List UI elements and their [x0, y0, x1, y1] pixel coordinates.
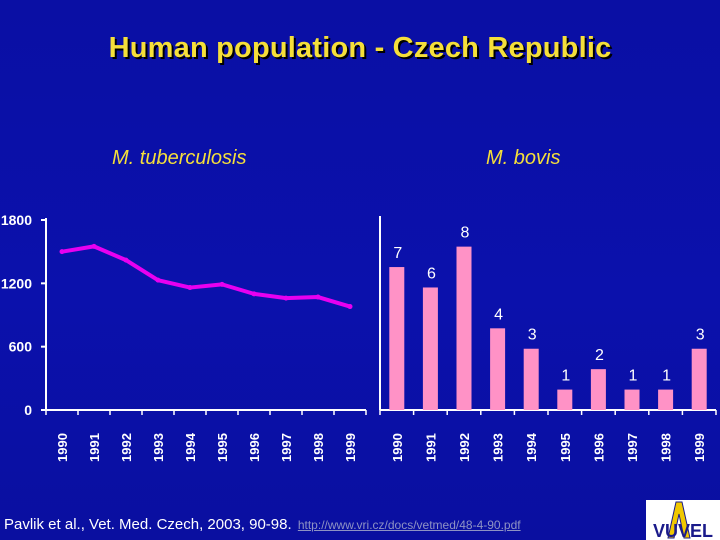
slide-title: Human population - Czech Republic	[108, 32, 612, 64]
bar-chart-x-tick-label: 1993	[491, 433, 506, 462]
footer: Pavlik et al., Vet. Med. Czech, 2003, 90…	[4, 516, 521, 533]
tuberculosis-series-line	[60, 244, 352, 309]
bovis-bar	[557, 389, 573, 410]
tuberculosis-data-point	[59, 249, 65, 255]
tuberculosis-data-point	[251, 291, 257, 297]
bar-chart-x-tick-label: 1990	[390, 433, 405, 462]
line-chart-x-tick-label: 1999	[343, 433, 358, 462]
bovis-bar	[490, 328, 506, 410]
bovis-data-label: 1	[561, 368, 570, 385]
line-chart-y-tick-label: 1800	[1, 212, 32, 228]
tuberculosis-data-point	[347, 304, 353, 310]
bar-chart-x-tick-label: 1999	[692, 433, 707, 462]
line-chart-y-tick-label: 1200	[1, 275, 32, 291]
bovis-data-label: 3	[696, 327, 705, 344]
bovis-data-label: 7	[393, 245, 402, 262]
bar-chart-x-tick-label: 1998	[659, 433, 674, 462]
bar-chart-x-tick-label: 1992	[457, 433, 472, 462]
bar-chart-x-tick-label: 1997	[625, 433, 640, 462]
source-link[interactable]: http://www.vri.cz/docs/vetmed/48-4-90.pd…	[297, 518, 521, 532]
bovis-bar	[456, 246, 472, 410]
bovis-data-label: 4	[494, 306, 503, 323]
tuberculosis-data-point	[91, 243, 97, 249]
bar-chart-x-tick-label: 1991	[423, 433, 438, 462]
line-chart-x-tick-label: 1996	[247, 433, 262, 462]
bovis-data-label: 2	[595, 347, 604, 364]
tuberculosis-data-point	[187, 285, 193, 291]
tuberculosis-data-point	[283, 295, 289, 301]
bar-chart-x-tick-label: 1996	[591, 433, 606, 462]
logo-text: VUVEL	[653, 521, 713, 540]
bovis-bar	[590, 369, 606, 410]
citation-text: Pavlik et al., Vet. Med. Czech, 2003, 90…	[4, 516, 292, 533]
bovis-data-label: 8	[461, 225, 470, 242]
bovis-bar	[691, 348, 707, 410]
bovis-bar	[422, 287, 438, 410]
tuberculosis-data-point	[315, 294, 321, 300]
line-chart-x-tick-label: 1990	[55, 433, 70, 462]
vuvel-logo-icon: VUVEL	[646, 500, 720, 540]
line-chart-x-tick-label: 1994	[183, 432, 198, 462]
line-chart-x-tick-label: 1993	[151, 433, 166, 462]
bar-chart-x-tick-label: 1994	[524, 432, 539, 462]
bovis-data-label: 1	[629, 368, 638, 385]
bovis-bar	[389, 267, 405, 410]
bar-chart-x-tick-label: 1995	[558, 433, 573, 462]
tuberculosis-data-point	[219, 281, 225, 287]
line-chart-x-tick-label: 1991	[87, 433, 102, 462]
bovis-data-label: 3	[528, 327, 537, 344]
bovis-panel-label: M. bovis	[486, 147, 561, 169]
bovis-data-label: 1	[662, 368, 671, 385]
tuberculosis-data-point	[123, 257, 129, 263]
line-chart-x-tick-label: 1998	[311, 433, 326, 462]
bovis-bar	[523, 348, 539, 410]
line-chart-x-tick-label: 1995	[215, 433, 230, 462]
line-chart-y-tick-label: 600	[9, 339, 33, 355]
bovis-data-label: 6	[427, 265, 436, 282]
line-chart-x-tick-label: 1997	[279, 433, 294, 462]
tuberculosis-panel-label: M. tuberculosis	[112, 147, 247, 169]
bovis-bar	[658, 389, 674, 410]
line-chart-y-tick-label: 0	[24, 402, 32, 418]
line-chart-x-tick-label: 1992	[119, 433, 134, 462]
bovis-bar	[624, 389, 640, 410]
tuberculosis-data-point	[155, 277, 161, 283]
